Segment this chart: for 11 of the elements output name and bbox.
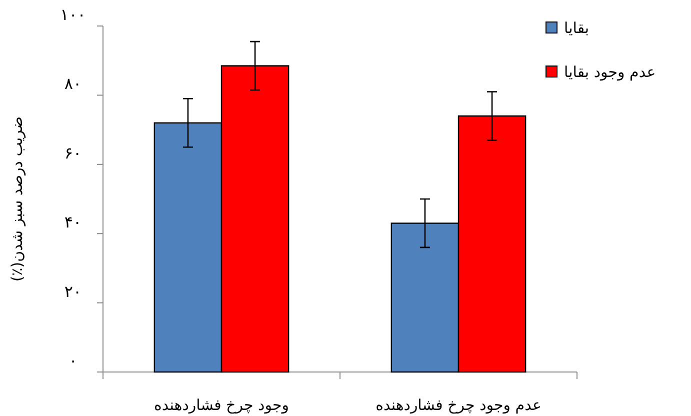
legend-label: عدم وجود بقایا <box>564 63 656 81</box>
y-tick-label: ۸۰ <box>64 74 82 94</box>
y-tick-label: ۶۰ <box>64 143 82 162</box>
x-tick-label: عدم وجود چرخ فشاردهنده <box>376 396 542 414</box>
y-axis-title: ضریب درصد سبز شدن(٪) <box>8 116 26 282</box>
y-tick-label: ۲۰ <box>64 282 82 301</box>
y-tick-label: ۴۰ <box>64 212 82 232</box>
x-tick-label: وجود چرخ فشاردهنده <box>154 396 289 414</box>
y-tick-label: ۱۰۰ <box>60 5 86 24</box>
y-tick-label: ۰ <box>68 351 78 370</box>
legend-label: بقایا <box>564 19 590 37</box>
